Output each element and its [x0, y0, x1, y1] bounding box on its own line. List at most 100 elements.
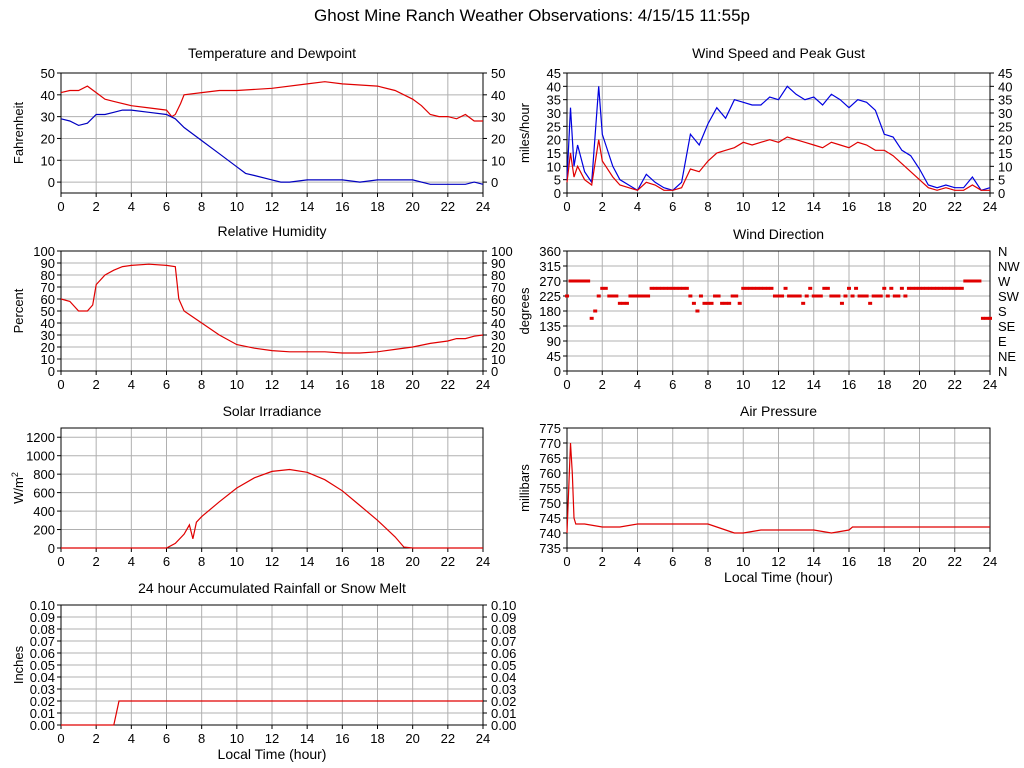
data-point	[674, 286, 679, 290]
x-tick-label: 10	[736, 377, 750, 392]
x-tick-label: 6	[669, 377, 676, 392]
data-point	[956, 286, 961, 290]
y-tick-label-right: 100	[491, 244, 513, 259]
y-tick-label: 35	[547, 93, 561, 108]
y-tick-label: 800	[33, 467, 55, 482]
x-tick-label: 22	[948, 199, 962, 214]
series-points	[565, 279, 992, 320]
y-tick-label-right: 0.07	[491, 634, 516, 649]
data-point	[959, 286, 964, 290]
y-tick-label: 0	[554, 186, 561, 201]
data-point	[568, 279, 573, 283]
y-tick-label: 755	[539, 481, 561, 496]
data-point	[727, 301, 732, 305]
data-point	[797, 294, 802, 298]
y-tick-label: 50	[41, 304, 55, 319]
data-point	[589, 316, 594, 320]
data-point	[931, 286, 936, 290]
y-tick-label-right: 0.03	[491, 682, 516, 697]
data-point	[684, 286, 689, 290]
x-tick-label: 24	[476, 377, 490, 392]
y-tick-label: 765	[539, 451, 561, 466]
x-tick-label: 10	[230, 731, 244, 746]
data-point	[744, 286, 749, 290]
x-tick-label: 12	[771, 199, 785, 214]
y-tick-label: 1200	[26, 430, 55, 445]
data-point	[646, 294, 651, 298]
x-tick-label: 24	[983, 199, 997, 214]
x-tick-label: 24	[983, 554, 997, 569]
x-tick-label: 20	[912, 554, 926, 569]
x-tick-label: 6	[163, 731, 170, 746]
x-tick-label: 16	[335, 731, 349, 746]
y-tick-label-right: 0.02	[491, 694, 516, 709]
x-tick-label: 16	[335, 554, 349, 569]
y-tick-label-right: 70	[491, 280, 505, 295]
x-tick-label: 6	[163, 199, 170, 214]
data-point	[970, 279, 975, 283]
x-tick-label: 18	[370, 377, 384, 392]
data-point	[945, 286, 950, 290]
x-tick-label: 6	[163, 377, 170, 392]
x-tick-label: 0	[563, 199, 570, 214]
data-point	[660, 286, 665, 290]
y-tick-label: 225	[539, 289, 561, 304]
x-tick-label: 14	[807, 377, 821, 392]
x-tick-label: 8	[198, 554, 205, 569]
series-line-0	[566, 85, 991, 192]
data-point	[596, 294, 601, 298]
y-tick-label-right: 0	[491, 175, 498, 190]
x-tick-label: 8	[704, 554, 711, 569]
x-tick-label: 22	[441, 377, 455, 392]
y-tick-label: 25	[547, 119, 561, 134]
data-point	[815, 294, 820, 298]
data-point	[631, 294, 636, 298]
x-tick-label: 14	[807, 554, 821, 569]
compass-label: SW	[998, 289, 1020, 304]
x-tick-label: 24	[476, 554, 490, 569]
y-tick-label: 5	[554, 173, 561, 188]
data-point	[565, 294, 569, 298]
grid	[60, 250, 484, 372]
data-point	[871, 294, 876, 298]
compass-label: N	[998, 244, 1007, 259]
chart-title: Wind Speed and Peak Gust	[692, 45, 865, 61]
y-tick-label-right: 0.01	[491, 706, 516, 721]
y-tick-label: 0.03	[30, 682, 55, 697]
y-tick-label: 20	[41, 131, 55, 146]
chart-title: 24 hour Accumulated Rainfall or Snow Mel…	[138, 580, 406, 596]
x-tick-label: 0	[563, 377, 570, 392]
x-tick-label: 2	[93, 554, 100, 569]
x-tick-label: 16	[335, 199, 349, 214]
data-point	[737, 301, 742, 305]
y-tick-label: 0.04	[30, 670, 55, 685]
data-point	[787, 294, 792, 298]
data-point	[847, 286, 851, 290]
x-tick-label: 18	[370, 554, 384, 569]
x-tick-label: 22	[948, 377, 962, 392]
data-point	[977, 279, 982, 283]
data-point	[921, 286, 926, 290]
y-tick-label: 180	[539, 304, 561, 319]
y-tick-label: 745	[539, 511, 561, 526]
data-point	[762, 286, 767, 290]
data-point	[980, 316, 985, 320]
data-point	[600, 286, 605, 290]
y-tick-label-right: 0.10	[491, 598, 516, 613]
chart-title: Solar Irradiance	[223, 403, 322, 419]
data-point	[808, 286, 813, 290]
y-axis-label: miles/hour	[517, 102, 532, 163]
data-point	[621, 301, 626, 305]
y-tick-label: 10	[547, 159, 561, 174]
data-point	[875, 294, 880, 298]
y-tick-label: 315	[539, 259, 561, 274]
x-tick-label: 2	[599, 554, 606, 569]
data-point	[769, 286, 774, 290]
x-tick-label: 20	[912, 377, 926, 392]
y-axis-label: Inches	[11, 645, 26, 684]
data-point	[624, 301, 629, 305]
y-tick-label: 0.00	[30, 718, 55, 733]
y-tick-label-right: 90	[491, 256, 505, 271]
data-point	[603, 286, 608, 290]
